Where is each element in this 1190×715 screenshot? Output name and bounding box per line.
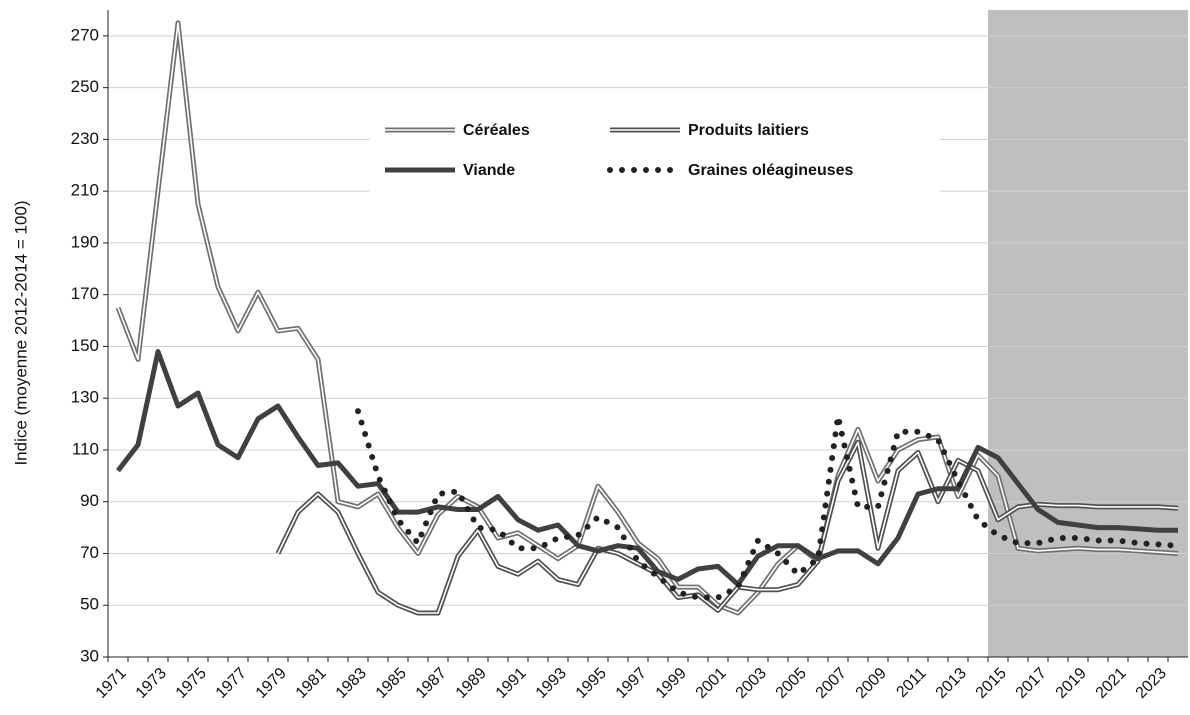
x-tick-label: 1985: [373, 665, 410, 702]
legend-label: Viande: [463, 162, 515, 179]
y-tick-label: 190: [71, 232, 99, 251]
y-tick-label: 230: [71, 129, 99, 148]
x-tick-label: 2009: [853, 665, 890, 702]
x-tick-label: 2017: [1013, 665, 1050, 702]
x-tick-label: 2019: [1053, 665, 1090, 702]
x-tick-label: 1983: [333, 665, 370, 702]
x-tick-label: 2001: [693, 665, 730, 702]
x-tick-label: 1971: [93, 665, 130, 702]
x-tick-label: 2015: [973, 665, 1010, 702]
x-tick-label: 1993: [533, 665, 570, 702]
x-tick-label: 2021: [1093, 665, 1130, 702]
y-tick-label: 130: [71, 388, 99, 407]
x-tick-label: 2005: [773, 665, 810, 702]
y-tick-label: 250: [71, 77, 99, 96]
x-tick-label: 2023: [1133, 665, 1170, 702]
x-tick-label: 1977: [213, 665, 250, 702]
legend-label: Produits laitiers: [688, 122, 809, 139]
x-tick-label: 1987: [413, 665, 450, 702]
x-tick-label: 1997: [613, 665, 650, 702]
x-tick-label: 1995: [573, 665, 610, 702]
x-tick-label: 1989: [453, 665, 490, 702]
series-line-inner: [277, 441, 1179, 614]
y-tick-label: 270: [71, 25, 99, 44]
legend-label: Graines oléagineuses: [688, 162, 854, 179]
y-tick-label: 210: [71, 181, 99, 200]
x-tick-label: 1979: [253, 665, 290, 702]
y-tick-label: 50: [80, 595, 99, 614]
legend: Céréales Produits laitiers Viande Graines o…: [385, 122, 854, 179]
x-tick-label: 1991: [493, 665, 530, 702]
legend-box: [370, 108, 940, 192]
grid: [108, 35, 1188, 658]
x-tick-label: 1999: [653, 665, 690, 702]
x-tick-label: 2003: [733, 665, 770, 702]
x-tick-label: 1975: [173, 665, 210, 702]
x-tick-label: 1973: [133, 665, 170, 702]
legend-label: Céréales: [463, 122, 530, 139]
lines: [115, 20, 1181, 616]
series-line-inner: [117, 22, 1179, 614]
y-tick-label: 90: [80, 491, 99, 510]
x-tick-label: 2007: [813, 665, 850, 702]
y-tick-label: 110: [72, 439, 99, 458]
series-line: [116, 349, 1178, 587]
projection-shading: [988, 10, 1188, 657]
y-tick-label: 30: [80, 646, 99, 665]
x-tick-label: 2011: [893, 665, 929, 701]
y-tick-label: 150: [71, 336, 99, 355]
y-axis-label: Indice (moyenne 2012-2014 = 100): [11, 200, 30, 465]
y-tick-label: 170: [71, 284, 99, 303]
series-line: [355, 408, 1181, 601]
y-tick-label: 70: [80, 543, 99, 562]
x-tick-label: 1981: [293, 665, 330, 702]
x-tick-label: 2013: [933, 665, 970, 702]
